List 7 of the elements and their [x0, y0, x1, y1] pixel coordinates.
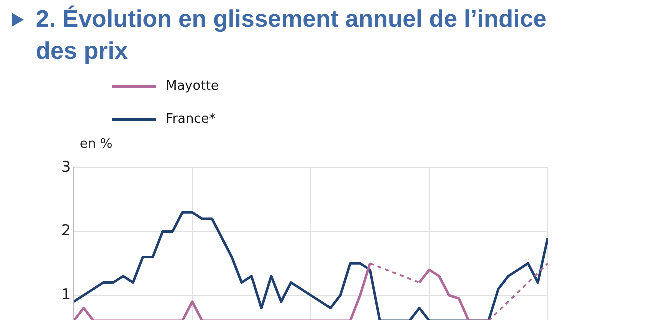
legend-label: Mayotte: [166, 78, 220, 94]
y-tick-label: 1: [61, 285, 71, 304]
y-tick-label: 3: [61, 158, 71, 176]
chart-title: 2. Évolution en glissement annuel de l’indice des prix: [36, 4, 548, 67]
legend-label: France*: [166, 112, 216, 126]
y-axis-title: en %: [80, 137, 113, 152]
y-tick-label: 2: [61, 222, 71, 240]
